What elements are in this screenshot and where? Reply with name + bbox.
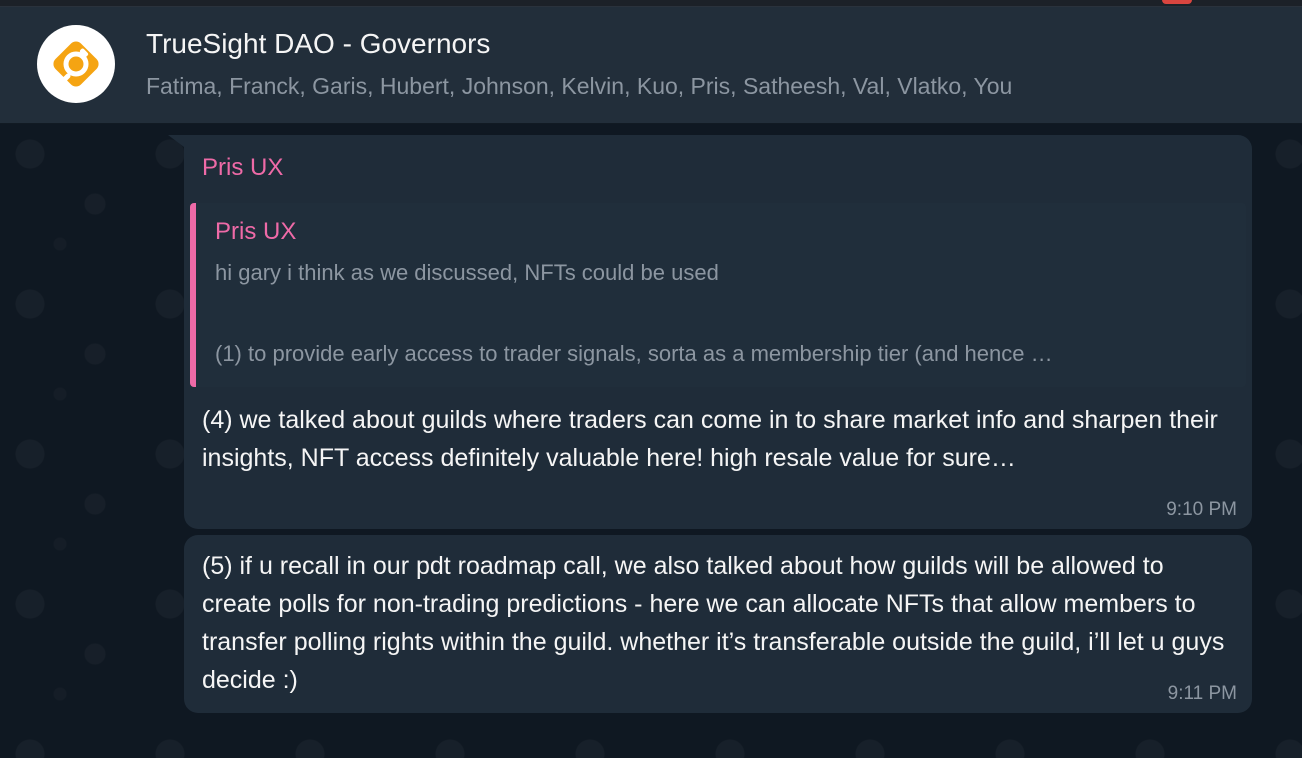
message-time: 9:11 PM xyxy=(1167,683,1237,704)
reply-quote[interactable]: Pris UX hi gary i think as we discussed,… xyxy=(190,203,1246,387)
quote-text-line-2: (1) to provide early access to trader si… xyxy=(215,341,1053,366)
quote-text-line-1: hi gary i think as we discussed, NFTs co… xyxy=(215,260,719,285)
message-bubble[interactable]: Pris UX Pris UX hi gary i think as we di… xyxy=(184,135,1252,529)
notification-badge xyxy=(1162,0,1192,4)
quote-sender: Pris UX xyxy=(215,218,297,245)
chat-header[interactable]: TrueSight DAO - Governors Fatima, Franck… xyxy=(0,7,1302,124)
group-avatar[interactable] xyxy=(37,25,115,103)
message-text: (5) if u recall in our pdt roadmap call,… xyxy=(202,552,1225,694)
message-time: 9:10 PM xyxy=(1166,499,1237,520)
message-sender[interactable]: Pris UX xyxy=(202,154,284,181)
truesight-logo-icon xyxy=(53,41,99,87)
quote-accent-bar xyxy=(190,203,196,387)
title-bar xyxy=(0,0,1302,7)
message-text: (4) we talked about guilds where traders… xyxy=(202,406,1218,472)
chat-title[interactable]: TrueSight DAO - Governors xyxy=(146,28,491,59)
members-list[interactable]: Fatima, Franck, Garis, Hubert, Johnson, … xyxy=(146,73,1013,99)
message-bubble[interactable]: (5) if u recall in our pdt roadmap call,… xyxy=(184,535,1252,713)
bubble-tail xyxy=(168,135,184,147)
